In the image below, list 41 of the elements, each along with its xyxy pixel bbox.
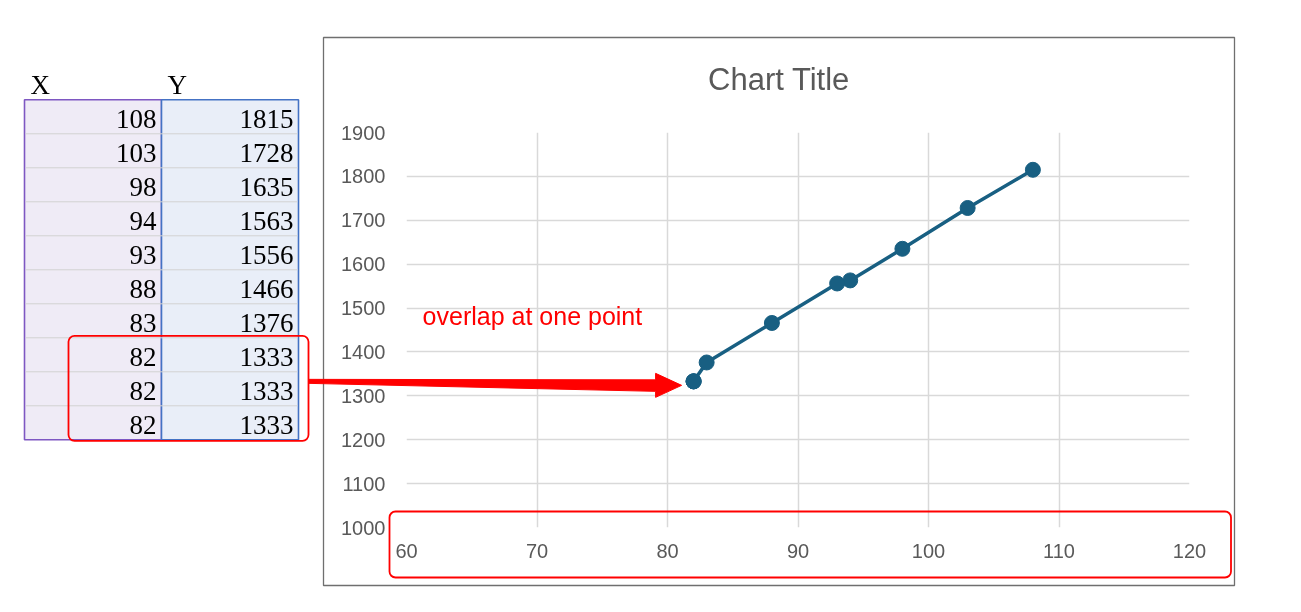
text: 1815 [239,103,294,134]
y-tick-label: 1400 [341,340,386,363]
y-tick-label: 1600 [341,253,386,276]
text: 82 [129,375,157,406]
text: 1376 [239,307,294,338]
y-tick-label: 1200 [341,428,386,451]
text: X [30,70,51,100]
text: Y [167,70,187,100]
text: 1556 [239,239,294,270]
y-tick-label: 1800 [341,165,386,188]
text: 82 [129,341,157,372]
text: 1333 [239,375,294,406]
text: 98 [129,171,157,202]
y-tick-label: 1100 [342,472,386,495]
x-tick-label: 120 [1172,539,1207,562]
annotation: overlap at one point [422,302,643,331]
text: 93 [129,239,157,270]
y-tick-label: 1700 [341,209,386,232]
text: 1333 [239,341,294,372]
y-tick-label: 1300 [341,384,386,407]
text: 1333 [239,409,294,440]
text: 83 [129,307,157,338]
text: 94 [129,205,157,236]
x-tick-label: 110 [1043,539,1075,562]
x-tick-label: 80 [656,539,679,562]
text: 108 [116,103,157,134]
text: 1466 [239,273,294,304]
x-tick-label: 70 [525,539,549,562]
text: 1635 [239,171,294,202]
y-tick-label: 1900 [341,121,386,144]
text: 1563 [239,205,294,236]
text: 82 [129,409,157,440]
y-tick-label: 1500 [341,297,386,320]
x-tick-label: 60 [395,539,418,562]
text: 1728 [239,137,294,168]
chart-title: Chart Title [708,62,850,97]
y-tick-label: 1000 [341,516,386,539]
text: 103 [116,137,157,168]
x-tick-label: 90 [786,539,810,562]
x-tick-label: 100 [911,539,946,562]
text: 88 [129,273,157,304]
